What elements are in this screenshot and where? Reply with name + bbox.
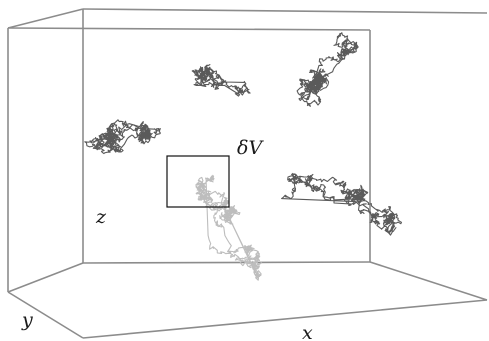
x-axis-label: x — [302, 322, 313, 341]
box-edge-bottom-front — [82, 299, 488, 339]
volume-label: δV — [237, 137, 263, 159]
box-edge-back-bottom — [82, 261, 371, 264]
right-cluster-walk — [281, 172, 403, 236]
z-axis-label: z — [96, 206, 107, 228]
bounding-box — [7, 8, 488, 339]
box-edge-bottom-right — [369, 261, 488, 301]
volume-element-box — [166, 155, 230, 208]
y-axis-label: y — [22, 309, 33, 331]
top-center-walk — [191, 64, 251, 97]
box-edge-top-left — [7, 8, 84, 29]
box-edge-back-top — [82, 8, 488, 14]
box-edge-front-top — [7, 27, 371, 31]
left-cluster-walk — [84, 119, 161, 155]
random-walks — [84, 32, 403, 281]
upper-right-walk — [296, 32, 359, 107]
box-edge-floor-left — [7, 262, 84, 293]
box-edge-front-bottom — [7, 291, 84, 339]
volume-crossing-walk — [195, 174, 263, 281]
